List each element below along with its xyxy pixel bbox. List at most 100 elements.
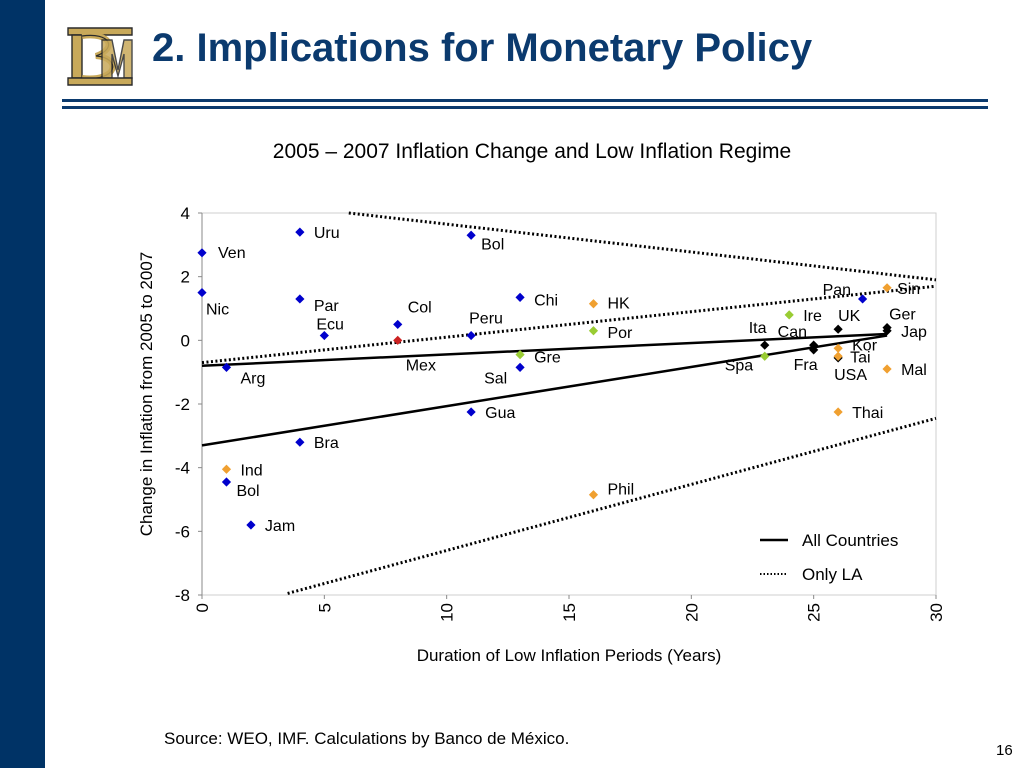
data-point [760,340,770,350]
legend-label: All Countries [802,531,898,550]
data-point [784,310,794,320]
y-tick-label: 2 [181,268,190,287]
data-point-label: Phil [607,482,634,499]
data-point [466,407,476,417]
data-point-label: Pan [823,282,851,299]
data-point-label: Mal [901,362,927,379]
x-tick-label: 20 [682,603,701,622]
data-point [295,294,305,304]
y-tick-label: -8 [175,586,190,605]
data-point [833,351,843,361]
data-point-label: Ind [240,462,262,479]
data-point-label: Par [314,298,340,315]
legend-label: Only LA [802,565,863,584]
page-number: 16 [996,742,1013,759]
x-axis-label: Duration of Low Inflation Periods (Years… [417,646,722,665]
data-point-label: Mex [406,357,436,374]
data-point-label: Uru [314,225,340,242]
y-tick-label: -6 [175,522,190,541]
x-tick-label: 0 [193,603,212,612]
data-point [515,292,525,302]
x-tick-label: 15 [560,603,579,622]
data-point-label: Jam [265,518,295,535]
data-point-label: Tai [850,349,870,366]
title-rule-top [62,99,988,102]
data-point [882,326,892,336]
data-point-label: Ger [889,307,916,324]
data-point [295,227,305,237]
data-point [588,490,599,500]
y-tick-label: -4 [175,459,190,478]
data-point [809,340,819,350]
trend-line-only-la [348,211,937,282]
data-point [466,230,476,240]
data-point-label: Peru [469,311,503,328]
data-point-label: HK [607,296,630,313]
data-point [246,520,256,530]
data-point-label: Bra [314,435,339,452]
data-point-label: Can [778,324,807,341]
y-tick-label: 4 [181,204,190,223]
data-point-label: Ire [803,308,822,325]
x-tick-label: 10 [438,603,457,622]
data-point [295,437,305,447]
data-point [515,350,525,360]
data-point-label: Thai [852,405,883,422]
data-point-label: Ita [749,320,767,337]
data-point [393,319,403,330]
data-point [221,477,232,487]
trend-line-all-countries [201,334,888,447]
data-point-label: Arg [240,370,265,387]
data-point-label: USA [834,367,867,384]
data-point-label: Gre [534,350,561,367]
bm-logo [67,27,133,86]
data-point-label: Por [607,325,633,342]
data-point [393,335,403,345]
data-point-label: Ven [218,245,246,262]
data-point-label: Kor [852,337,878,354]
data-point [833,343,843,353]
data-point [882,283,892,293]
data-point [221,362,232,372]
data-point-label: Bol [481,236,504,253]
data-point-label: Bol [236,483,259,500]
data-point [833,324,843,334]
data-point [197,248,207,258]
data-point-label: Sal [484,370,507,387]
data-point-label: Jap [901,324,927,341]
data-point [882,364,892,374]
trend-line-all-countries [201,332,888,368]
y-tick-label: -2 [175,395,190,414]
data-point-label: Gua [485,405,515,422]
trend-line-only-la [201,284,937,365]
data-point [588,299,599,309]
data-point [588,326,599,336]
chart-title: 2005 – 2007 Inflation Change and Low Inf… [272,140,792,163]
data-point [858,294,868,304]
data-point [809,345,819,355]
source-note: Source: WEO, IMF. Calculations by Banco … [164,729,570,748]
data-point [221,464,232,474]
data-point-label: Col [408,299,432,316]
x-tick-label: 25 [805,603,824,622]
x-tick-label: 5 [315,603,334,612]
title-rule-bottom [62,106,988,109]
data-point-label: Nic [206,302,229,319]
data-point [319,330,329,341]
x-tick-label: 30 [927,603,946,622]
data-point [833,407,843,417]
data-point-label: UK [838,308,861,325]
data-point [466,330,476,341]
y-axis-label: Change in Inflation from 2005 to 2007 [137,252,156,536]
data-point-label: Sin [897,281,920,298]
trend-line-only-la [287,416,937,595]
data-point [760,351,770,361]
slide-title: 2. Implications for Monetary Policy [152,26,813,70]
data-point-label: Ecu [316,317,344,334]
data-point-label: Chi [534,292,558,309]
y-tick-label: 0 [181,331,190,350]
data-point-label: Spa [725,357,754,374]
data-point-label: Fra [794,357,818,374]
sidebar-band [0,0,45,768]
